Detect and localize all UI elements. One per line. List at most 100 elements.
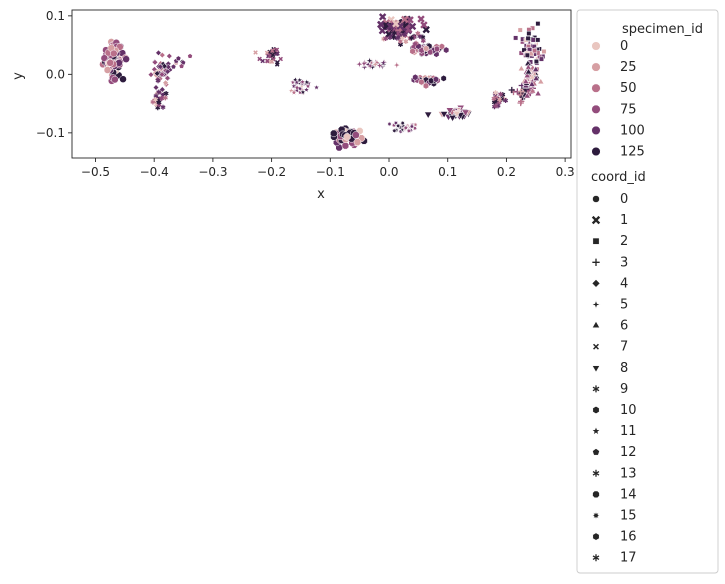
data-point [359, 59, 369, 69]
points-layer [99, 13, 547, 152]
data-point [377, 20, 385, 29]
legend-style-label: 4 [620, 276, 628, 291]
x-tick-label: −0.4 [140, 165, 169, 179]
legend-style-label: 1 [620, 213, 628, 228]
y-axis-label: y [11, 72, 26, 80]
data-point [178, 63, 185, 69]
data-point [493, 103, 499, 109]
data-point [405, 127, 413, 135]
legend-hue-swatch [591, 125, 601, 135]
data-point [159, 95, 165, 101]
data-point [394, 122, 402, 130]
data-point [532, 48, 538, 54]
legend-style-marker [592, 195, 600, 203]
legend-style-marker [592, 237, 600, 245]
legend-style-marker [590, 299, 602, 310]
data-point [387, 35, 393, 41]
data-point [253, 50, 258, 55]
data-point [452, 110, 461, 118]
data-point [274, 62, 280, 67]
legend-style-marker [591, 320, 601, 328]
data-point [164, 75, 171, 82]
legend-hue-swatch [591, 83, 601, 93]
data-point [160, 104, 166, 110]
data-point [313, 83, 321, 91]
data-point [155, 49, 162, 56]
legend-style-label: 15 [620, 509, 637, 524]
data-point [420, 21, 428, 29]
data-point [156, 89, 162, 95]
data-point [152, 84, 160, 91]
data-point [391, 30, 397, 36]
data-point [396, 22, 404, 30]
legend-hue-swatch [591, 104, 601, 114]
y-axis: −0.1 0.0 0.1 [36, 9, 72, 140]
data-point [408, 22, 417, 31]
data-point [304, 82, 312, 90]
data-point [354, 59, 364, 69]
legend-style-marker [592, 532, 600, 541]
data-point [538, 56, 544, 62]
legend-hue-label: 125 [620, 145, 645, 160]
legend-style-label: 11 [620, 424, 637, 439]
data-point [153, 97, 159, 103]
data-point [383, 36, 389, 42]
data-point [386, 22, 395, 30]
data-point [175, 55, 182, 61]
data-point [526, 30, 532, 36]
data-point [438, 43, 445, 50]
x-tick-label: −0.2 [257, 165, 286, 179]
legend-style-marker [591, 365, 601, 373]
legend-style-label: 12 [620, 445, 637, 460]
data-point [525, 35, 531, 41]
data-point [290, 82, 298, 90]
data-point [399, 119, 407, 127]
data-point [299, 88, 307, 96]
data-point [343, 133, 351, 141]
data-point [385, 30, 393, 39]
data-point [278, 56, 283, 62]
data-point [517, 27, 523, 33]
legend-hue-label: 25 [620, 60, 637, 75]
data-point [401, 15, 409, 24]
data-point [497, 97, 503, 102]
data-point [298, 78, 307, 85]
data-point [341, 142, 350, 150]
data-point [151, 59, 159, 66]
data-point [352, 131, 360, 139]
data-point [535, 37, 541, 43]
legend-style-label: 0 [620, 192, 628, 207]
data-point [532, 65, 540, 72]
data-point [530, 37, 536, 43]
data-point [517, 99, 524, 107]
legend-style-label: 6 [620, 319, 628, 334]
legend-style-marker [593, 343, 599, 350]
data-point [498, 91, 504, 97]
x-tick-label: 0.1 [438, 165, 457, 179]
data-point [157, 63, 164, 70]
legend-style-marker [592, 406, 600, 414]
x-tick-label: −0.1 [316, 165, 345, 179]
data-point [103, 66, 112, 74]
plot-frame [71, 9, 572, 159]
legend-hue-label: 75 [620, 102, 637, 117]
data-point [440, 111, 449, 119]
data-point [296, 76, 304, 84]
data-point [370, 59, 380, 69]
data-point [533, 59, 539, 65]
data-point [523, 71, 531, 79]
legend-hue-title: specimen_id [622, 22, 703, 37]
legend-style-label: 7 [620, 340, 628, 355]
x-tick-label: 0.2 [497, 165, 516, 179]
legend-hue-label: 100 [620, 123, 645, 138]
data-point [375, 61, 385, 71]
data-point [290, 88, 298, 96]
data-point [529, 87, 537, 94]
legend-hue-swatch [591, 41, 601, 51]
data-point [110, 49, 118, 58]
data-point [524, 68, 533, 75]
data-point [528, 80, 536, 87]
data-point [408, 35, 414, 41]
data-point [418, 78, 425, 86]
data-point [508, 86, 515, 94]
